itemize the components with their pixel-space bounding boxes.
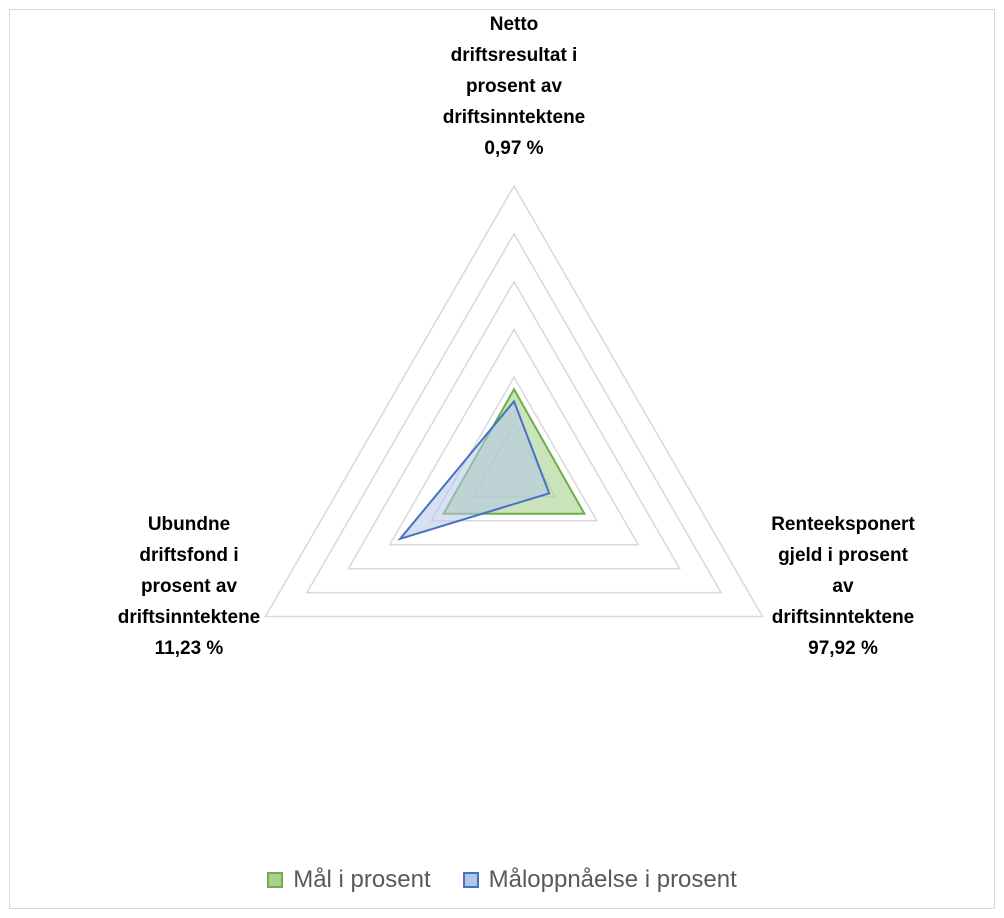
legend-item-achievement: Måloppnåelse i prosent bbox=[462, 866, 737, 894]
grid-ring-5 bbox=[305, 232, 723, 594]
legend-swatch-achievement bbox=[462, 872, 479, 888]
grid-ring-3 bbox=[388, 327, 640, 546]
label-ubundne-driftsfond: Ubundne driftsfond i prosent av driftsinnte… bbox=[118, 514, 261, 659]
legend: Mål i prosent Måloppnåelse i prosent bbox=[0, 866, 1004, 894]
legend-label-achievement: Måloppnåelse i prosent bbox=[488, 866, 737, 893]
series-achievement-area bbox=[397, 399, 551, 541]
grid-ring-4 bbox=[347, 280, 681, 570]
legend-item-target: Mål i prosent bbox=[267, 866, 431, 894]
legend-label-target: Mål i prosent bbox=[293, 866, 431, 893]
label-netto-driftsresultat: Netto driftsresultat i prosent av driftsinn… bbox=[443, 14, 586, 159]
grid-ring-2 bbox=[429, 375, 599, 522]
legend-swatch-target bbox=[267, 872, 284, 888]
grid-ring-6 bbox=[264, 184, 764, 618]
label-renteeksponert-gjeld: Renteeksponert gjeld i prosent av driftsinn… bbox=[771, 514, 915, 659]
